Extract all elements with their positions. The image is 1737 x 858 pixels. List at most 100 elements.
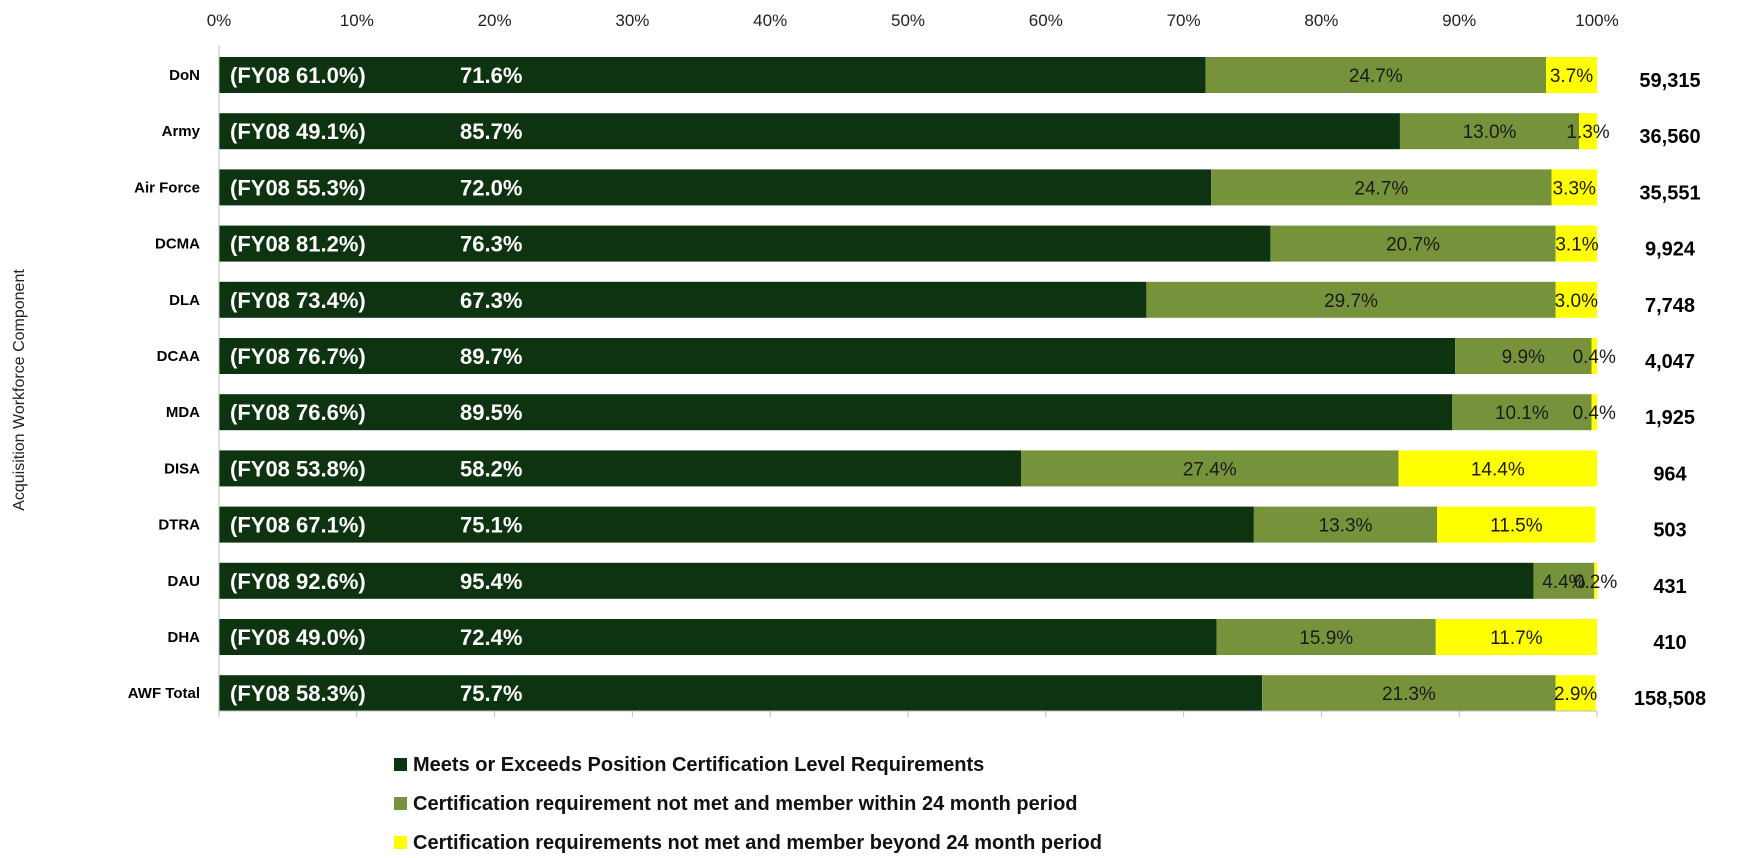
total-count-label: 1,925 (1645, 407, 1695, 429)
bar-segment-meets (219, 57, 1206, 93)
bar-row: DHA (FY08 49.0%) 72.4% 15.9% 11.7% 410 (168, 619, 1687, 655)
data-label-within-24-months: 15.9% (1299, 628, 1353, 649)
legend-item: Meets or Exceeds Position Certification … (394, 754, 984, 776)
x-tick-label: 0% (207, 11, 232, 30)
data-label-meets: 72.0% (460, 175, 522, 200)
bar-segment-meets (219, 225, 1271, 262)
bar-segment-within-24-months (1205, 57, 1547, 93)
total-count-label: 59,315 (1639, 70, 1700, 92)
bar-segment-meets (219, 450, 1021, 487)
bar-row: DAU (FY08 92.6%) 95.4% 4.4%0.2% 431 (168, 562, 1687, 599)
legend-label: Certification requirements not met and m… (413, 832, 1102, 854)
fy08-label: (FY08 81.2%) (230, 232, 366, 257)
legend-swatch (394, 758, 407, 771)
total-count-label: 964 (1653, 463, 1687, 485)
x-tick-label: 100% (1575, 11, 1618, 30)
fy08-label: (FY08 53.8%) (230, 456, 366, 481)
bar-row: Air Force (FY08 55.3%) 72.0% 24.7% 3.3% 35,55… (134, 169, 1701, 206)
data-label-beyond-24-months: 14.4% (1471, 459, 1525, 480)
bars: DoN (FY08 61.0%) 71.6% 24.7% 3.7% 59,315 Army (… (128, 45, 1706, 712)
bar-segment-within-24-months (1452, 394, 1592, 431)
data-label-within-24-months: 27.4% (1183, 459, 1237, 480)
bar-segment-within-24-months (1020, 450, 1399, 487)
total-count-label: 431 (1653, 576, 1686, 598)
bar-row: Army (FY08 49.1%) 85.7% 13.0% 1.3% 36,560 (162, 113, 1701, 150)
data-label-within-24-months: 20.7% (1386, 235, 1440, 256)
legend-swatch (394, 836, 407, 849)
total-count-label: 36,560 (1639, 126, 1700, 148)
legend-item: Certification requirements not met and m… (394, 832, 1102, 854)
bar-segment-within-24-months (1146, 281, 1556, 318)
legend-item: Certification requirement not met and me… (394, 793, 1078, 815)
bar-row: MDA (FY08 76.6%) 89.5% 10.1% 0.4% 1,925 (166, 394, 1695, 431)
bar-segment-meets (219, 562, 1534, 599)
x-tick-label: 30% (615, 11, 649, 30)
data-label-within-24-months: 24.7% (1354, 178, 1408, 199)
x-tick-label: 10% (340, 11, 374, 30)
bar-segment-beyond-24-months (1555, 675, 1596, 712)
bar-segment-beyond-24-months (1435, 619, 1597, 655)
x-tick-label: 60% (1029, 11, 1063, 30)
data-label-meets: 85.7% (460, 119, 522, 144)
data-label-within-24-months: 13.3% (1319, 516, 1373, 537)
total-count-label: 9,924 (1645, 239, 1696, 261)
bar-row: DLA (FY08 73.4%) 67.3% 29.7% 3.0% 7,748 (169, 281, 1695, 318)
category-label: Air Force (134, 179, 200, 196)
data-label-beyond-24-months: 1.3% (1566, 122, 1609, 143)
data-label-meets: 89.7% (460, 344, 522, 369)
bar-segment-within-24-months (1216, 619, 1436, 655)
bar-row: DTRA (FY08 67.1%) 75.1% 13.3% 11.5% 503 (158, 506, 1687, 543)
total-count-label: 158,508 (1634, 688, 1706, 710)
bar-segment-within-24-months (1262, 675, 1556, 712)
bar-segment-meets (219, 675, 1263, 712)
bar-segment-beyond-24-months (1551, 169, 1597, 206)
bar-row: DCMA (FY08 81.2%) 76.3% 20.7% 3.1% 9,924 (155, 225, 1696, 262)
data-label-meets: 76.3% (460, 232, 522, 257)
bar-segment-meets (219, 281, 1147, 318)
x-tick-label: 20% (478, 11, 512, 30)
bar-segment-within-24-months (1211, 169, 1552, 206)
data-label-beyond-24-months: 3.1% (1555, 235, 1598, 256)
data-label-beyond-24-months: 11.5% (1490, 516, 1543, 537)
data-label-beyond-24-months: 0.4% (1573, 403, 1616, 424)
data-label-within-24-months: 29.7% (1324, 291, 1378, 312)
data-label-meets: 75.1% (460, 513, 522, 538)
data-label-meets: 71.6% (460, 63, 522, 88)
bar-segment-within-24-months (1253, 506, 1438, 543)
x-tick-label: 80% (1304, 11, 1338, 30)
bar-segment-beyond-24-months (1594, 562, 1597, 599)
bar-segment-beyond-24-months (1579, 113, 1597, 150)
fy08-label: (FY08 76.6%) (230, 400, 366, 425)
category-label: DISA (164, 460, 200, 477)
data-label-within-24-months: 24.7% (1349, 66, 1403, 87)
bar-segment-beyond-24-months (1555, 225, 1597, 262)
fy08-label: (FY08 58.3%) (230, 681, 366, 706)
bar-row: DoN (FY08 61.0%) 71.6% 24.7% 3.7% 59,315 (169, 57, 1701, 93)
bar-segment-beyond-24-months (1398, 450, 1597, 487)
bar-segment-within-24-months (1455, 338, 1592, 374)
fy08-label: (FY08 61.0%) (230, 63, 366, 88)
fy08-label: (FY08 92.6%) (230, 569, 366, 594)
data-label-beyond-24-months: 3.3% (1553, 178, 1596, 199)
legend: Meets or Exceeds Position Certification … (394, 754, 1102, 854)
bar-row: AWF Total (FY08 58.3%) 75.7% 21.3% 2.9% 158,5… (128, 675, 1706, 712)
category-label: DHA (168, 629, 201, 646)
category-label: AWF Total (128, 685, 200, 702)
legend-label: Certification requirement not met and me… (413, 793, 1078, 815)
data-label-meets: 72.4% (460, 625, 522, 650)
bar-segment-meets (219, 619, 1217, 655)
total-count-label: 503 (1653, 520, 1686, 542)
total-count-label: 4,047 (1645, 351, 1695, 373)
data-label-beyond-24-months: 0.2% (1574, 572, 1617, 593)
data-label-beyond-24-months: 11.7% (1490, 628, 1543, 649)
data-label-meets: 58.2% (460, 456, 522, 481)
total-count-label: 35,551 (1639, 182, 1700, 204)
bar-segment-within-24-months (1399, 113, 1580, 150)
legend-label: Meets or Exceeds Position Certification … (413, 754, 984, 776)
x-axis-ticks: 0% 10% 20% 30% 40% 50% 60% 70% 80% 90% 100% (207, 11, 1619, 717)
data-label-within-24-months: 13.0% (1463, 122, 1517, 143)
fy08-label: (FY08 76.7%) (230, 344, 366, 369)
category-label: DTRA (158, 517, 200, 534)
data-label-meets: 95.4% (460, 569, 522, 594)
